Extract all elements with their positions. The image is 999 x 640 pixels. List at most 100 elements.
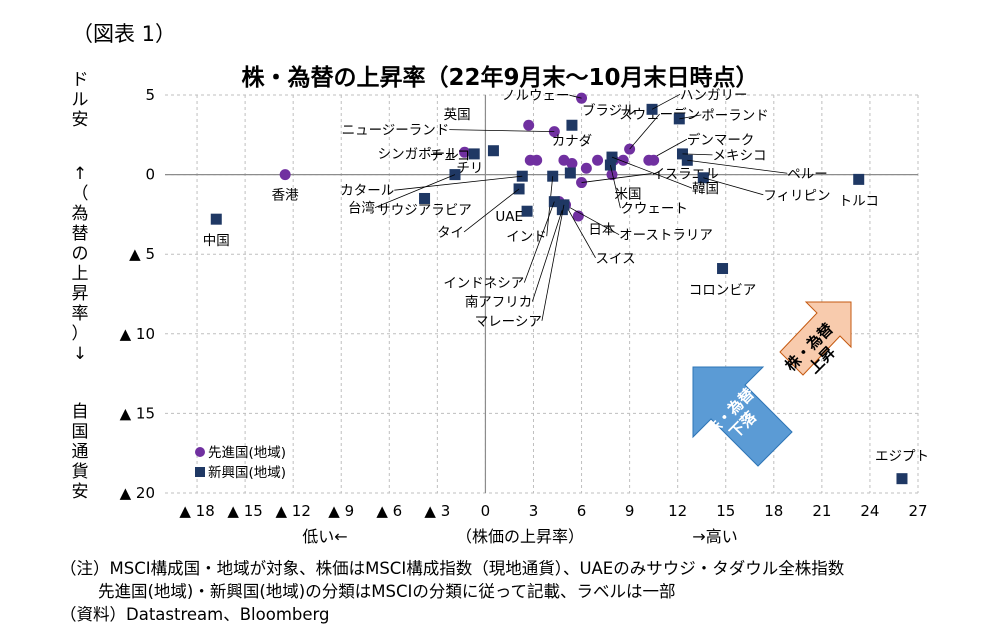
point-label: サウジアラビア (377, 202, 472, 218)
x-axis-label: （株価の上昇率） (456, 527, 584, 546)
point-label: チリ (456, 161, 483, 177)
developed-point (566, 157, 578, 169)
legend-developed-label: 先進国(地域) (208, 445, 286, 461)
point-label: エジプト (875, 449, 929, 465)
emerging-point (853, 173, 865, 185)
developed-point (617, 154, 629, 166)
point-label: 米国 (614, 187, 641, 203)
developed-point (459, 146, 471, 158)
label-leader-line (394, 175, 523, 191)
label-leader-line (581, 173, 652, 183)
point-label: ブラジル (582, 102, 636, 119)
label-leader-line (374, 174, 456, 208)
note-line-1: （注）MSCI構成国・地域が対象、株価はMSCI構成指数（現地通貨）、UAEのみ… (60, 559, 845, 578)
down-arrow (692, 366, 793, 467)
point-label: シンガポール (378, 146, 459, 162)
point-label: 英国 (444, 106, 471, 123)
x-tick-label: 9 (625, 502, 635, 520)
emerging-point (468, 148, 480, 160)
developed-point (279, 169, 291, 181)
note-line-3: （資料）Datastream、Bloomberg (60, 605, 330, 624)
label-leader-line (682, 153, 713, 156)
y-tick-label: ▲ 5 (129, 245, 155, 263)
label-leader-line (565, 204, 596, 259)
chart-title: 株・為替の上昇率（22年9月末～10月末日時点） (241, 65, 759, 91)
label-leader-line (611, 156, 693, 189)
emerging-point (487, 145, 499, 157)
label-leader-line (541, 204, 565, 321)
developed-point (606, 169, 618, 181)
x-tick-label: 6 (577, 502, 587, 520)
emerging-point (896, 473, 908, 485)
developed-point (531, 154, 543, 166)
label-leader-line (449, 129, 555, 133)
figure-label: （図表 1） (72, 22, 177, 46)
point-label: 中国 (203, 233, 230, 249)
legend-emerging-marker (195, 467, 205, 477)
label-leader-line (569, 94, 582, 99)
x-tick-label: ▲ 15 (227, 502, 262, 520)
y-label-top: ドル安 (71, 70, 89, 130)
emerging-point (717, 263, 729, 275)
label-leader-line (651, 93, 681, 110)
x-tick-label: 0 (481, 502, 491, 520)
y-label-bottom: 自国通貨安 (71, 402, 89, 502)
point-label: ニュージーランド (342, 123, 450, 139)
label-leader-line (703, 177, 764, 196)
x-tick-label: ▲ 3 (424, 502, 450, 520)
developed-point (648, 154, 660, 166)
y-tick-label: ▲ 10 (120, 325, 155, 343)
point-label: ペルー (787, 166, 828, 182)
emerging-point (564, 167, 576, 179)
point-label: 日本 (588, 222, 615, 238)
label-leader-line (531, 209, 563, 302)
point-label: マレーシア (475, 314, 542, 330)
x-label-right: →高い (692, 527, 737, 546)
x-tick-label: 3 (529, 502, 539, 520)
point-label: ハンガリー (680, 87, 748, 103)
label-leader-line (610, 164, 621, 209)
label-leader-line (523, 201, 555, 283)
note-line-2: 先進国(地域)・新興国(地域)の分類はMSCIの分類に従って記載、ラベルは一部 (98, 582, 676, 601)
point-label: スイス (596, 251, 636, 267)
label-leader-line (463, 188, 520, 233)
label-leader-line (629, 113, 660, 150)
developed-point (592, 154, 604, 166)
y-tick-label: ▲ 15 (120, 404, 155, 422)
legend-emerging-label: 新興国(地域) (208, 465, 286, 481)
point-label: ポーランド (701, 108, 769, 124)
emerging-point (419, 192, 431, 204)
point-label: オーストラリア (619, 228, 713, 244)
x-tick-label: 15 (716, 502, 735, 520)
point-label: デンマーク (687, 131, 755, 148)
emerging-point (521, 205, 533, 217)
point-label: メキシコ (712, 148, 766, 164)
point-label: カタール (340, 183, 394, 199)
developed-point (580, 162, 592, 174)
x-label-left: 低い← (302, 527, 347, 546)
point-label: 南アフリカ (465, 295, 533, 311)
point-label: ノルウェー (502, 88, 570, 104)
x-tick-label: 18 (764, 502, 783, 520)
point-label: トルコ (839, 193, 879, 209)
x-tick-label: ▲ 9 (328, 502, 354, 520)
point-label: 台湾 (348, 200, 375, 217)
legend-developed-marker (195, 447, 205, 457)
label-leader-line (679, 114, 702, 120)
x-tick-label: 12 (668, 502, 687, 520)
y-tick-label: 5 (145, 86, 155, 104)
point-label: 韓国 (692, 181, 719, 197)
point-label: 香港 (272, 188, 299, 204)
point-label: UAE (495, 209, 523, 225)
x-tick-label: ▲ 6 (376, 502, 402, 520)
x-tick-label: ▲ 12 (275, 502, 310, 520)
y-tick-label: 0 (145, 166, 155, 184)
point-label: チェコ (430, 148, 471, 164)
x-tick-label: ▲ 18 (179, 502, 214, 520)
point-label: フィリピン (763, 188, 830, 204)
y-tick-label: ▲ 20 (120, 484, 155, 502)
developed-point (572, 210, 584, 222)
point-label: インド (506, 229, 547, 245)
y-label-middle: ↑ （為替の上昇率） ↓ (71, 164, 89, 364)
developed-point (523, 119, 535, 131)
